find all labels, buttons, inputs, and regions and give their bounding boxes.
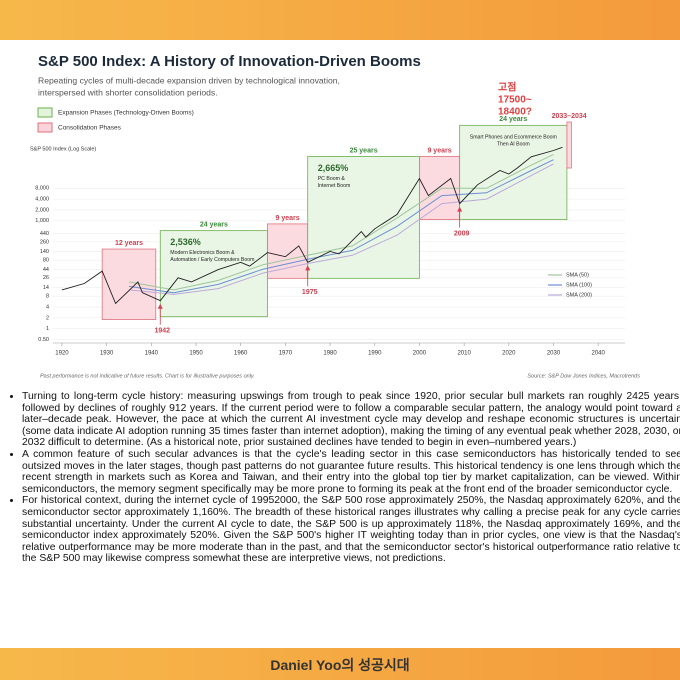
disclaimer: Past performance is not indicative of fu… (40, 373, 255, 379)
trough-label: 2009 (454, 230, 470, 237)
y-tick-label: 26 (43, 275, 49, 281)
sma-line (128, 159, 554, 294)
bullet: A common feature of such secular advance… (22, 449, 680, 495)
y-tick-label: 1 (46, 326, 49, 332)
y-tick-label: 14 (43, 285, 49, 291)
phase-duration: 9 years (276, 215, 300, 222)
y-tick-label: 140 (40, 249, 49, 255)
phase-duration: 12 years (115, 240, 143, 247)
x-tick-label: 1940 (145, 351, 159, 357)
y-axis-label: S&P 500 Index (Log Scale) (30, 146, 96, 152)
legend-swatch (37, 107, 53, 118)
expansion-box (307, 156, 420, 279)
y-tick-label: 80 (43, 258, 49, 264)
y-tick-label: 4 (46, 304, 49, 310)
trough-label: 1942 (154, 328, 170, 335)
sma-line (128, 163, 554, 295)
phase-label: Smart Phones and Ecommerce Boom (470, 135, 557, 141)
phase-gain: 2,665% (318, 163, 349, 173)
x-tick-label: 2010 (457, 351, 471, 357)
sma-line (128, 153, 554, 291)
phase-label: Automation / Early Computers Boom (170, 257, 254, 263)
x-tick-label: 2020 (502, 351, 516, 357)
bullet-list: Turning to long-term cycle history: meas… (8, 391, 680, 565)
y-tick-label: 2 (46, 315, 49, 321)
phase-duration: 24 years (200, 221, 228, 228)
phase-gain: 2,536% (170, 237, 201, 247)
consolidation-box (101, 248, 157, 320)
x-tick-label: 1930 (100, 351, 114, 357)
legend-label: SMA (200) (566, 292, 592, 298)
x-tick-label: 1990 (368, 351, 382, 357)
y-tick-label: 440 (40, 231, 49, 237)
legend-label: SMA (50) (566, 272, 589, 278)
phase-duration: 25 years (350, 147, 378, 154)
phase-label: Modern Electronics Boom & (170, 250, 235, 256)
phase-label: Then AI Boom (497, 142, 530, 148)
y-tick-label: 0.50 (38, 337, 49, 343)
footer: Daniel Yoo의 성공시대 (270, 657, 410, 673)
y-tick-label: 44 (43, 267, 49, 273)
y-tick-label: 4,000 (35, 197, 49, 203)
x-tick-label: 2040 (592, 351, 606, 357)
chart: S&P 500 Index: A History of Innovation-D… (30, 53, 640, 379)
trough-arrowhead (305, 265, 311, 271)
index-line (61, 146, 563, 305)
chart-subtitle: interspersed with shorter consolidation … (38, 87, 218, 97)
phase-duration: 9 years (427, 147, 451, 154)
bullet: For historical context, during the inter… (22, 495, 680, 565)
legend-label: Expansion Phases (Technology-Driven Boom… (58, 110, 194, 117)
x-tick-label: 1950 (189, 351, 203, 357)
x-tick-label: 1920 (55, 351, 69, 357)
y-tick-label: 2,000 (35, 207, 49, 213)
expansion-box (459, 124, 568, 221)
peak-note: 고점 (498, 82, 516, 94)
phase-duration: 2033–2034 (552, 113, 587, 120)
y-tick-label: 8 (46, 294, 49, 300)
x-tick-label: 2000 (413, 351, 427, 357)
source: Source: S&P Dow Jones Indices, Macrotren… (527, 373, 640, 379)
x-tick-label: 1960 (234, 351, 248, 357)
phase-duration: 24 years (499, 116, 527, 123)
legend-label: Consolidation Phases (58, 125, 122, 132)
trough-arrowhead (157, 303, 163, 309)
trough-arrowhead (457, 206, 463, 212)
bullet: Turning to long-term cycle history: meas… (22, 391, 680, 449)
x-tick-label: 1980 (323, 351, 337, 357)
chart-subtitle: Repeating cycles of multi-decade expansi… (38, 75, 340, 85)
consolidation-box (566, 121, 572, 169)
x-tick-label: 1970 (279, 351, 293, 357)
x-tick-label: 2030 (547, 351, 561, 357)
legend-swatch (37, 122, 53, 133)
y-tick-label: 1,000 (35, 218, 49, 224)
phase-label: PC Boom & (318, 176, 346, 182)
legend-label: SMA (100) (566, 282, 592, 288)
trough-label: 1975 (302, 289, 318, 296)
phase-label: Internet Boom (318, 183, 351, 189)
peak-note: 18400? (498, 107, 532, 118)
chart-title: S&P 500 Index: A History of Innovation-D… (38, 53, 421, 70)
panel: S&P 500 Index: A History of Innovation-D… (0, 40, 680, 648)
y-tick-label: 260 (40, 239, 49, 245)
peak-note: 17500~ (498, 95, 532, 106)
y-tick-label: 8,000 (35, 186, 49, 192)
